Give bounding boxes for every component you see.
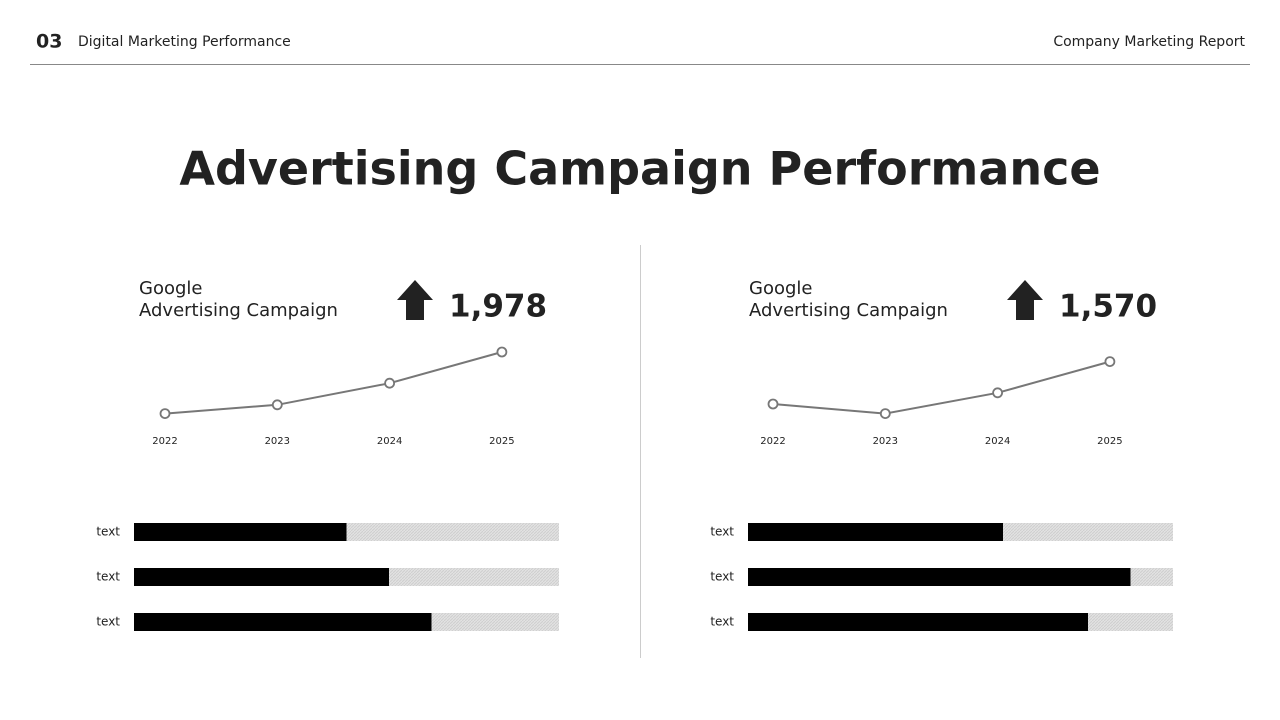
x-tick-label: 2025 xyxy=(1097,436,1122,447)
section-title: Digital Marketing Performance xyxy=(78,34,291,50)
data-point xyxy=(1104,356,1116,368)
bar-label: text xyxy=(710,570,734,584)
panel-label: Google xyxy=(139,278,202,299)
bar-label: text xyxy=(96,525,120,539)
data-point xyxy=(879,408,891,420)
bar-label: text xyxy=(710,525,734,539)
bar xyxy=(134,523,347,541)
data-point xyxy=(767,398,779,410)
data-point xyxy=(384,377,396,389)
panel-label: Google xyxy=(749,278,812,299)
bar xyxy=(134,568,389,586)
trend-line xyxy=(772,360,1111,415)
panel-label: Advertising Campaign xyxy=(749,300,948,321)
page-number: 03 xyxy=(36,31,62,53)
bar xyxy=(134,613,432,631)
data-point xyxy=(496,346,508,358)
x-tick-label: 2023 xyxy=(873,436,898,447)
data-point xyxy=(271,399,283,411)
data-point xyxy=(159,408,171,420)
x-tick-label: 2022 xyxy=(760,436,785,447)
slide-title: Advertising Campaign Performance xyxy=(179,142,1100,196)
x-tick-label: 2023 xyxy=(265,436,290,447)
data-point xyxy=(992,387,1003,399)
kpi-value: 1,978 xyxy=(449,289,547,325)
trend-line xyxy=(164,351,503,415)
bar-label: text xyxy=(96,615,120,629)
bar xyxy=(748,523,1003,541)
x-tick-label: 2024 xyxy=(985,436,1010,447)
up-arrow-icon xyxy=(1007,280,1043,320)
up-arrow-icon xyxy=(397,280,433,320)
panel-label: Advertising Campaign xyxy=(139,300,338,321)
bar-label: text xyxy=(96,570,120,584)
kpi-value: 1,570 xyxy=(1059,289,1157,325)
x-tick-label: 2024 xyxy=(377,436,402,447)
bar-label: text xyxy=(710,615,734,629)
bar xyxy=(748,568,1131,586)
x-tick-label: 2022 xyxy=(152,436,177,447)
x-tick-label: 2025 xyxy=(489,436,514,447)
report-title: Company Marketing Report xyxy=(1053,34,1245,50)
bar xyxy=(748,613,1088,631)
